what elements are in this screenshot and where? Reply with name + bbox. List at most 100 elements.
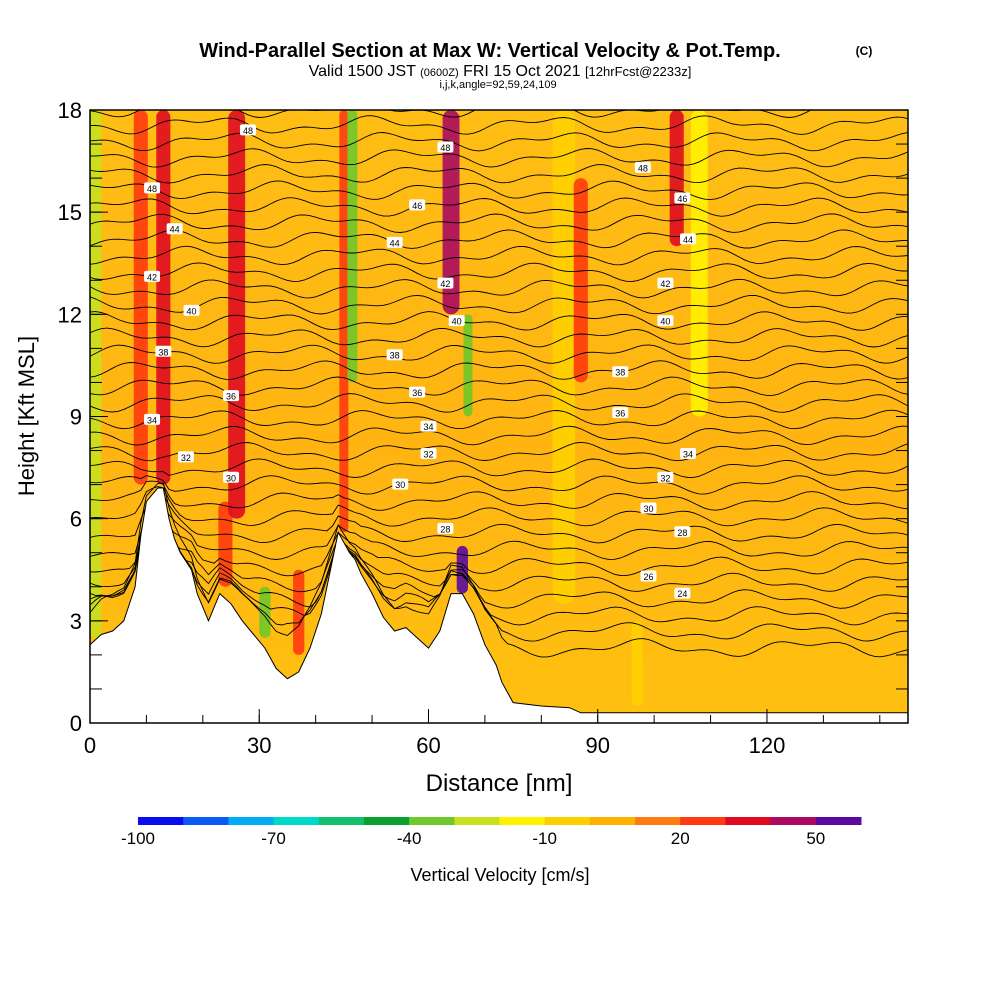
theta-label: 26 xyxy=(640,570,657,582)
velocity-band-4 xyxy=(218,501,233,587)
isentrope-line xyxy=(90,504,908,560)
colorbar-swatch xyxy=(409,817,455,825)
title-mark: (C) xyxy=(856,44,873,58)
subtitle-valid-b: FRI 15 Oct 2021 xyxy=(463,63,580,80)
colorbar-swatch xyxy=(273,817,320,825)
colorbar-swatch xyxy=(183,817,229,825)
isentrope-line xyxy=(90,497,908,642)
isentrope-line xyxy=(90,409,908,430)
colorbar-tick-label: -100 xyxy=(121,829,155,848)
colorbar-swatch xyxy=(318,817,365,825)
svg-text:32: 32 xyxy=(181,453,191,463)
subtitle-forecast: [12hrFcst@2233z] xyxy=(585,64,691,79)
y-tick-label: 15 xyxy=(58,200,82,225)
colorbar-swatch xyxy=(725,817,772,825)
theta-label: 30 xyxy=(392,478,409,490)
theta-label: 34 xyxy=(144,413,161,425)
svg-text:46: 46 xyxy=(412,201,422,211)
svg-text:40: 40 xyxy=(660,317,670,327)
svg-text:34: 34 xyxy=(147,415,157,425)
svg-text:48: 48 xyxy=(243,126,253,136)
theta-label: 46 xyxy=(674,192,691,204)
isentrope-line xyxy=(90,425,908,446)
colorbar-tick-label: -40 xyxy=(397,829,422,848)
colorbar-swatch xyxy=(499,817,546,825)
theta-label: 32 xyxy=(177,451,194,463)
velocity-band-16 xyxy=(690,110,708,417)
isentrope-line xyxy=(90,115,908,135)
svg-text:48: 48 xyxy=(147,184,157,194)
svg-text:34: 34 xyxy=(423,422,433,432)
isentrope-line xyxy=(90,311,908,331)
colorbar-swatch xyxy=(454,817,500,825)
isentrope-line xyxy=(90,510,908,626)
colorbar-swatch xyxy=(680,817,726,825)
isentrope-line xyxy=(90,515,908,577)
svg-text:42: 42 xyxy=(660,279,670,289)
svg-text:42: 42 xyxy=(147,272,157,282)
theta-label: 30 xyxy=(223,471,240,483)
theta-label: 40 xyxy=(183,304,200,316)
isentrope-line xyxy=(90,486,908,527)
svg-text:38: 38 xyxy=(615,368,625,378)
colorbar-tick-label: -10 xyxy=(532,829,557,848)
isentrope-line xyxy=(90,180,908,201)
svg-text:30: 30 xyxy=(643,504,653,514)
svg-text:28: 28 xyxy=(440,524,450,534)
colorbar-swatch xyxy=(635,817,681,825)
theta-label: 46 xyxy=(409,199,426,211)
svg-text:32: 32 xyxy=(423,449,433,459)
isentrope-line xyxy=(90,110,812,118)
theta-label: 36 xyxy=(612,407,629,419)
theta-label: 32 xyxy=(657,471,674,483)
isentrope-line xyxy=(90,519,908,609)
isentrope-line xyxy=(90,132,908,152)
colorbar-swatch xyxy=(363,817,410,825)
colorbar-swatch xyxy=(544,817,591,825)
isentrope-line xyxy=(90,360,908,380)
isentrope-line xyxy=(90,148,908,168)
isentrope-line xyxy=(90,344,908,364)
theta-label: 48 xyxy=(239,124,256,136)
velocity-band-13 xyxy=(552,110,576,604)
colorbar-swatch xyxy=(228,817,275,825)
svg-text:40: 40 xyxy=(187,306,197,316)
svg-text:36: 36 xyxy=(615,409,625,419)
isentrope-line xyxy=(90,262,908,283)
isentrope-line xyxy=(90,213,908,233)
theta-label: 44 xyxy=(386,236,403,248)
x-tick-label: 60 xyxy=(416,733,440,758)
theta-label: 36 xyxy=(409,386,426,398)
isentrope-line xyxy=(90,475,908,495)
isentrope-line xyxy=(90,327,908,348)
theta-label: 38 xyxy=(612,366,629,378)
y-tick-label: 9 xyxy=(70,405,82,430)
svg-text:44: 44 xyxy=(683,235,693,245)
y-tick-label: 3 xyxy=(70,609,82,634)
colorbar-swatch xyxy=(138,817,184,825)
isentrope-line xyxy=(90,278,908,299)
colorbar-tick-label: -70 xyxy=(261,829,286,848)
theta-label: 34 xyxy=(679,447,696,459)
y-tick-label: 0 xyxy=(70,711,82,736)
theta-label: 48 xyxy=(144,182,161,194)
theta-label: 36 xyxy=(223,390,240,402)
x-tick-label: 30 xyxy=(247,733,271,758)
theta-label: 40 xyxy=(657,315,674,327)
velocity-band-2 xyxy=(133,110,148,485)
svg-text:38: 38 xyxy=(158,347,168,357)
potential-temperature-labels: 48 48 48 48 46 46 44 44 44 42 42 42 40 40 40 38 38 38 36 36… xyxy=(144,124,696,599)
vertical-velocity-bands xyxy=(90,110,708,706)
theta-label: 48 xyxy=(634,161,651,173)
velocity-band-12 xyxy=(463,314,473,417)
velocity-band-17 xyxy=(631,620,643,706)
theta-label: 28 xyxy=(437,522,454,534)
theta-label: 28 xyxy=(674,526,691,538)
isentrope-line xyxy=(90,229,908,249)
y-axis-label: Height [Kft MSL] xyxy=(14,336,39,496)
svg-text:30: 30 xyxy=(226,473,236,483)
colorbar-tick-label: 50 xyxy=(806,829,825,848)
y-tick-label: 18 xyxy=(58,98,82,123)
colorbar-swatch xyxy=(589,817,636,825)
